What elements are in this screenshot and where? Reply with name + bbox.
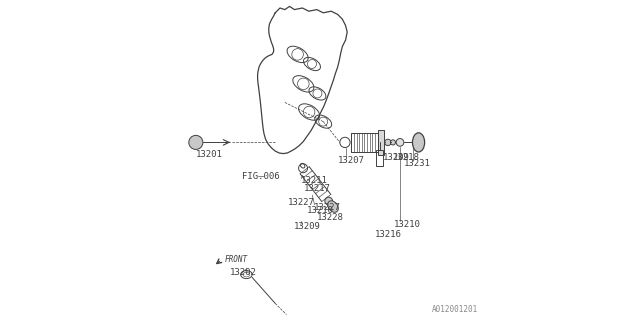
Text: 13209: 13209 (383, 153, 409, 162)
Text: 13210: 13210 (394, 220, 420, 229)
Text: 13211: 13211 (301, 176, 328, 185)
Text: 13216: 13216 (375, 230, 402, 239)
Text: FIG.006: FIG.006 (242, 172, 279, 180)
Text: 13218: 13218 (393, 153, 420, 162)
Circle shape (385, 139, 391, 146)
Circle shape (325, 197, 333, 205)
Text: 13227: 13227 (288, 198, 315, 207)
Circle shape (390, 140, 396, 145)
Text: FRONT: FRONT (225, 255, 248, 264)
Ellipse shape (328, 201, 339, 212)
Text: 13227: 13227 (314, 203, 340, 212)
Ellipse shape (413, 133, 425, 152)
Text: 13202: 13202 (230, 268, 257, 277)
Text: 13228: 13228 (317, 213, 344, 222)
Circle shape (189, 135, 203, 149)
Text: 13207: 13207 (338, 156, 364, 164)
Text: 13217: 13217 (303, 184, 330, 193)
Text: 13209: 13209 (294, 222, 321, 231)
Circle shape (396, 139, 404, 146)
Text: A012001201: A012001201 (432, 305, 479, 314)
Bar (351, 133, 378, 152)
Bar (378, 130, 384, 155)
Text: 13201: 13201 (196, 150, 223, 159)
Text: 13231: 13231 (404, 159, 431, 168)
Bar (376, 150, 383, 166)
Text: 13210: 13210 (307, 206, 334, 215)
